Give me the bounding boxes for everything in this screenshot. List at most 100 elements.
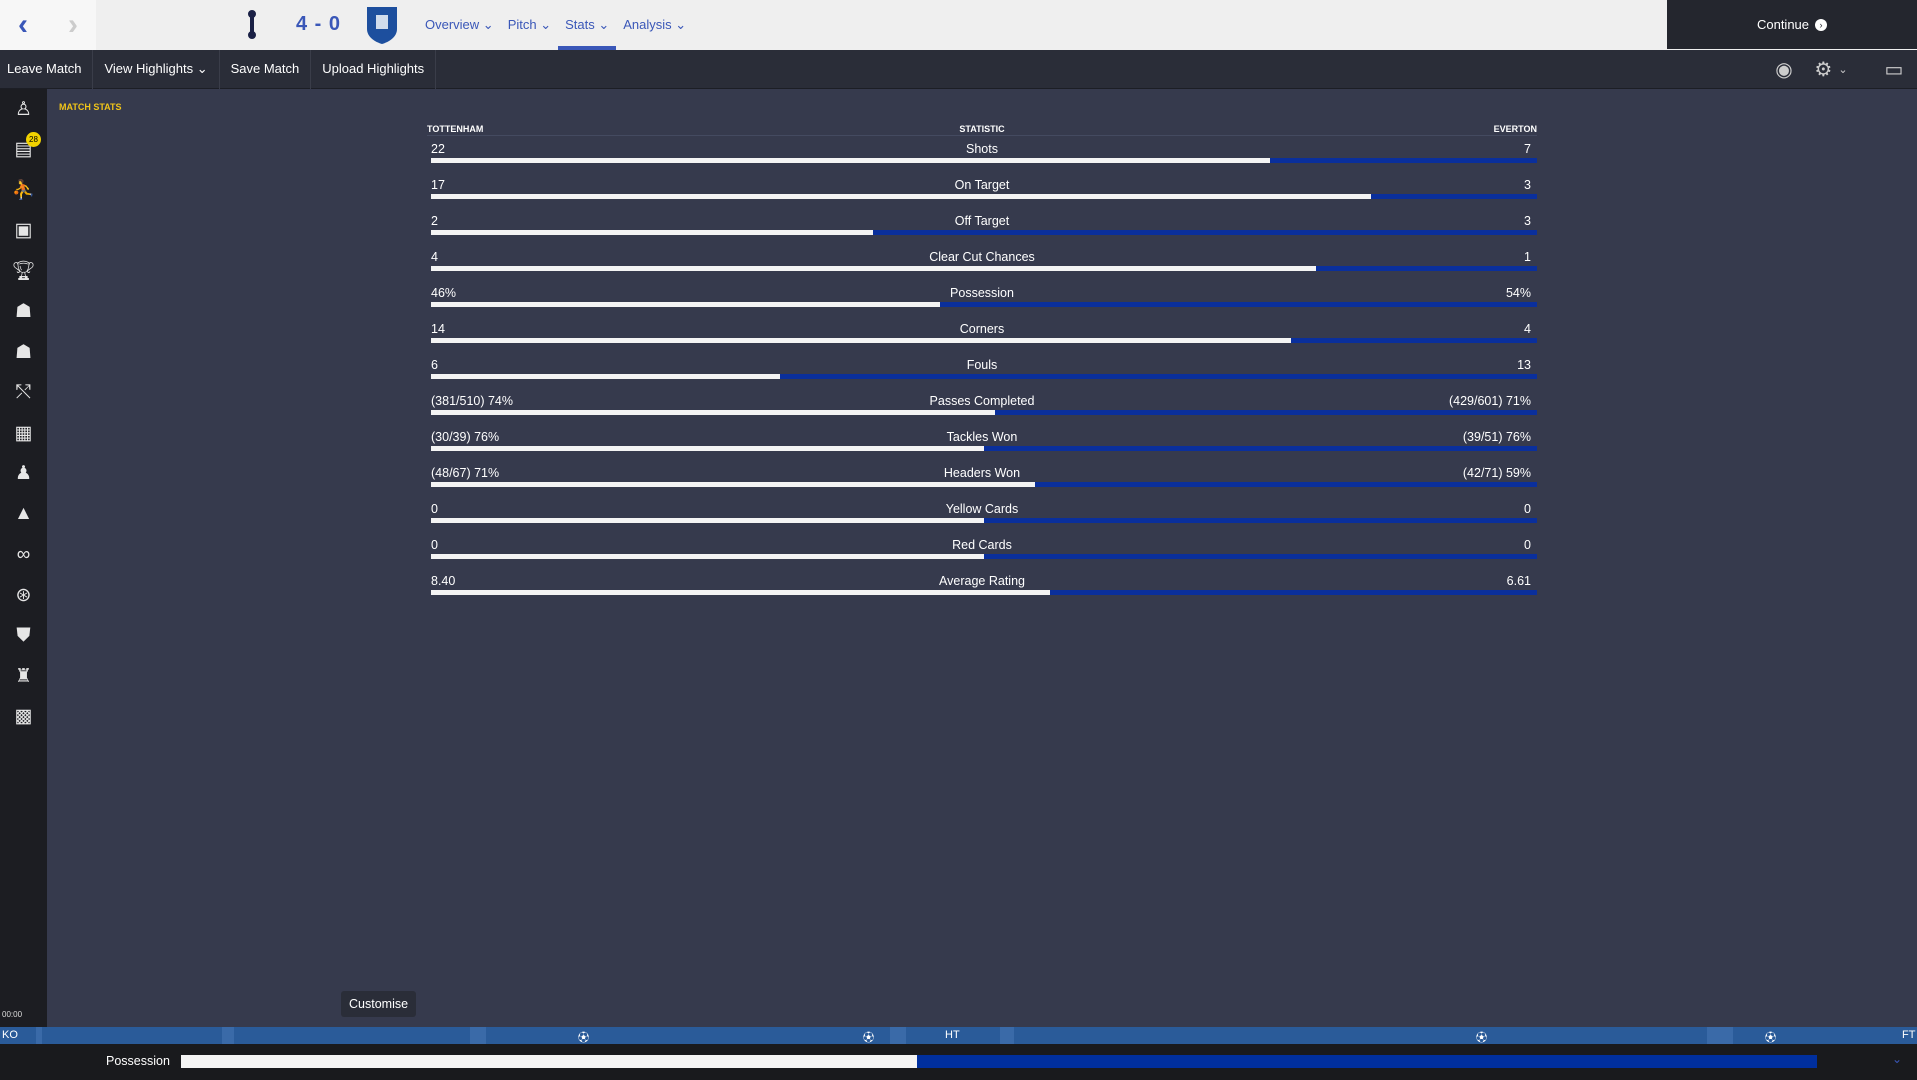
comparison-bar: [431, 158, 1537, 163]
stat-name: Yellow Cards: [945, 502, 1019, 516]
top-bar: ‹ › 4 - 0 Overview ⌄ Pitch ⌄ Stats ⌄ Ana…: [0, 0, 1917, 50]
comparison-bar: [431, 446, 1537, 451]
away-value: 7: [1524, 142, 1531, 156]
everton-crest[interactable]: [362, 5, 402, 45]
scouting-binoculars-icon[interactable]: ∞: [16, 543, 31, 565]
tactics-icon[interactable]: ⤲: [15, 381, 32, 403]
comparison-bar: [431, 554, 1537, 559]
schedule-icon[interactable]: ▣: [14, 220, 33, 242]
staff-icon[interactable]: ☗: [14, 301, 33, 323]
leave-match-button[interactable]: Leave Match: [0, 50, 94, 89]
match-tabs: Overview ⌄ Pitch ⌄ Stats ⌄ Analysis ⌄: [418, 0, 693, 50]
away-value: 3: [1524, 214, 1531, 228]
possession-bar: [181, 1055, 1817, 1068]
home-value: 4: [431, 250, 438, 264]
home-value: 22: [431, 142, 445, 156]
home-share-fill: [431, 482, 1035, 487]
arrow-right-circle-icon: ›: [1815, 18, 1828, 31]
tab-analysis[interactable]: Analysis ⌄: [623, 17, 687, 32]
home-value: 8.40: [431, 574, 456, 588]
comparison-bar: [431, 302, 1537, 307]
match-timeline[interactable]: KO ⚽︎ ⚽︎ HT ⚽︎ ⚽︎ FT: [0, 1027, 1917, 1044]
match-stats-table: TOTTENHAM STATISTIC EVERTON 22 Shots 7 1…: [427, 122, 1537, 604]
stat-row: (48/67) 71% Headers Won (42/71) 59%: [427, 460, 1537, 496]
comparison-bar: [431, 374, 1537, 379]
club-shield-icon[interactable]: ⛊: [16, 624, 31, 646]
screen-layout-icon[interactable]: ▭: [1884, 59, 1904, 81]
continue-label: Continue: [1756, 17, 1810, 32]
home-share-fill: [431, 338, 1292, 343]
tab-pitch[interactable]: Pitch ⌄: [507, 17, 552, 32]
home-value: (30/39) 76%: [431, 430, 500, 444]
home-team-header: TOTTENHAM: [427, 124, 484, 134]
transfers-icon[interactable]: ⊛: [15, 584, 32, 606]
view-highlights-button[interactable]: View Highlights ⌄: [93, 50, 220, 89]
home-share-fill: [431, 446, 984, 451]
stat-name: Average Rating: [939, 574, 1025, 588]
match-clock: 00:00: [2, 1010, 23, 1019]
home-share-fill: [431, 158, 1271, 163]
stat-name: Shots: [966, 142, 998, 156]
comparison-bar: [431, 482, 1537, 487]
continue-button[interactable]: Continue ›: [1667, 0, 1917, 49]
chevron-down-icon[interactable]: ⌄: [1892, 1052, 1903, 1066]
goal-ball-icon: ⚽︎: [863, 1032, 874, 1044]
save-match-button[interactable]: Save Match: [220, 50, 312, 89]
home-share-fill: [431, 518, 984, 523]
tottenham-crest[interactable]: [232, 5, 272, 45]
comparison-bar: [431, 590, 1537, 595]
stat-name: Red Cards: [952, 538, 1012, 552]
forward-arrow-icon[interactable]: ›: [68, 8, 78, 41]
manager-icon[interactable]: ♙: [14, 98, 33, 120]
away-value: 6.61: [1506, 574, 1531, 588]
stat-row: (381/510) 74% Passes Completed (429/601)…: [427, 388, 1537, 424]
settings-gear-icon[interactable]: ⚙ ⌄: [1814, 59, 1848, 81]
team-icon[interactable]: ☗: [14, 341, 33, 363]
stat-name: Clear Cut Chances: [929, 250, 1035, 264]
back-arrow-icon[interactable]: ‹: [18, 8, 28, 41]
statistic-header: STATISTIC: [959, 124, 1005, 134]
tab-stats[interactable]: Stats ⌄: [558, 0, 617, 50]
nav-buttons: ‹ ›: [0, 0, 96, 50]
away-value: (429/601) 71%: [1448, 394, 1531, 408]
goal-ball-icon: ⚽︎: [1476, 1032, 1487, 1044]
stat-name: Corners: [959, 322, 1005, 336]
stat-name: Tackles Won: [946, 430, 1018, 444]
inbox-icon[interactable]: ▤ 28: [0, 130, 47, 171]
board-icon[interactable]: ♜: [14, 665, 33, 687]
record-icon[interactable]: ◉: [1775, 59, 1793, 81]
home-value: 2: [431, 214, 438, 228]
customise-button[interactable]: Customise: [341, 991, 417, 1017]
away-value: (39/51) 76%: [1462, 430, 1531, 444]
away-value: 54%: [1505, 286, 1531, 300]
comparison-bar: [431, 230, 1537, 235]
stat-name: Off Target: [954, 214, 1010, 228]
upload-highlights-button[interactable]: Upload Highlights: [311, 50, 437, 89]
stat-name: Possession: [950, 286, 1014, 300]
finances-icon[interactable]: ▩: [14, 706, 33, 728]
stat-row: 4 Clear Cut Chances 1: [427, 244, 1537, 280]
stat-row: 22 Shots 7: [427, 136, 1537, 172]
development-icon[interactable]: ♟: [14, 463, 33, 485]
squad-icon[interactable]: ⛹: [11, 180, 36, 202]
training-cone-icon[interactable]: ▲: [14, 503, 33, 525]
home-value: (381/510) 74%: [431, 394, 514, 408]
stat-name: On Target: [954, 178, 1010, 192]
score: 4 - 0: [296, 13, 342, 35]
table-header: TOTTENHAM STATISTIC EVERTON: [427, 122, 1537, 136]
sidebar: ♙ ▤ 28 ⛹ ▣ 🏆︎ ☗ ☗ ⤲ ▦ ♟ ▲ ∞ ⊛ ⛊ ♜ ▩: [0, 89, 47, 1027]
report-icon[interactable]: ▦: [14, 422, 33, 444]
away-value: 3: [1524, 178, 1531, 192]
home-share-fill: [431, 554, 984, 559]
goal-ball-icon: ⚽︎: [1765, 1032, 1776, 1044]
away-value: 1: [1524, 250, 1531, 264]
stat-row: 17 On Target 3: [427, 172, 1537, 208]
tab-overview[interactable]: Overview ⌄: [425, 17, 494, 32]
stat-name: Headers Won: [943, 466, 1021, 480]
stat-row: (30/39) 76% Tackles Won (39/51) 76%: [427, 424, 1537, 460]
home-value: 46%: [431, 286, 457, 300]
home-share-fill: [431, 194, 1372, 199]
home-value: 0: [431, 538, 438, 552]
comparison-bar: [431, 266, 1537, 271]
competitions-trophy-icon[interactable]: 🏆︎: [11, 261, 36, 283]
